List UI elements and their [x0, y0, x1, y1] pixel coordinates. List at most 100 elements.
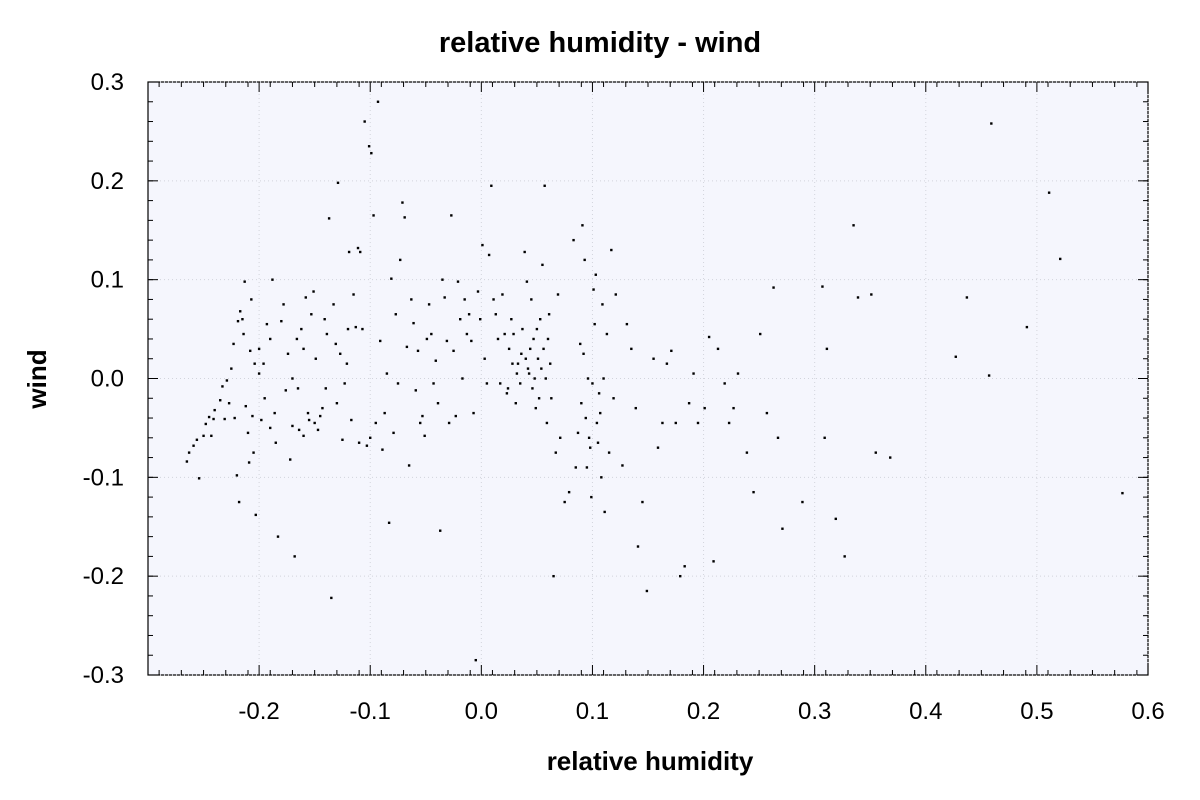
data-point	[479, 318, 482, 321]
y-axis-label: wind	[22, 349, 52, 409]
data-point	[585, 466, 589, 469]
data-point	[1059, 257, 1062, 261]
data-point	[852, 224, 855, 227]
data-point	[423, 434, 426, 438]
x-tick-label: -0.2	[238, 698, 279, 725]
data-point	[313, 421, 316, 425]
data-point	[592, 288, 595, 291]
data-point	[407, 464, 411, 467]
data-point	[324, 387, 327, 390]
data-point	[390, 277, 393, 280]
data-point	[461, 377, 464, 380]
data-point	[280, 319, 283, 323]
data-point	[282, 303, 285, 306]
data-point	[529, 347, 532, 351]
data-point	[889, 456, 892, 459]
data-point	[524, 357, 527, 360]
data-point	[316, 428, 320, 432]
data-point	[396, 382, 400, 385]
data-point	[535, 327, 539, 331]
data-point	[372, 214, 375, 217]
data-point	[291, 424, 294, 428]
data-point	[295, 337, 299, 341]
axis-ticks	[148, 81, 1149, 676]
data-point	[253, 362, 256, 365]
data-point	[257, 347, 261, 351]
data-point	[521, 327, 524, 331]
data-point	[307, 418, 311, 422]
data-point	[456, 280, 460, 283]
data-point	[405, 345, 409, 349]
data-point	[289, 458, 292, 461]
data-point	[330, 596, 333, 600]
data-point	[237, 500, 241, 504]
data-point	[503, 332, 506, 336]
data-point	[603, 510, 606, 514]
data-point	[496, 337, 500, 341]
data-point	[439, 529, 442, 532]
data-point	[514, 402, 517, 405]
data-point	[834, 517, 837, 521]
data-point	[597, 392, 601, 395]
data-point	[607, 451, 611, 454]
data-point	[703, 406, 706, 410]
data-point	[246, 431, 250, 435]
data-point	[221, 385, 224, 388]
data-point	[587, 436, 591, 439]
data-point	[539, 318, 542, 321]
data-point	[487, 253, 491, 257]
data-point	[241, 318, 244, 321]
data-point	[519, 382, 522, 385]
x-axis-tick-labels: -0.2 -0.1 0.0 0.1 0.2 0.3 0.4 0.5 0.6	[238, 698, 1164, 725]
data-point	[271, 278, 274, 281]
data-point	[312, 290, 315, 293]
data-point	[736, 372, 740, 375]
data-point	[543, 184, 546, 187]
data-point	[465, 332, 469, 336]
data-point	[821, 285, 824, 288]
data-point	[527, 372, 531, 375]
data-point	[1047, 191, 1051, 194]
data-point	[356, 246, 360, 250]
data-point	[265, 322, 269, 326]
data-point	[249, 349, 252, 353]
data-point	[591, 382, 594, 385]
data-point	[870, 293, 873, 296]
data-point	[467, 313, 471, 316]
data-point	[421, 414, 424, 418]
data-point	[523, 250, 526, 254]
data-point	[343, 382, 346, 385]
data-point	[576, 431, 580, 435]
data-point	[345, 362, 349, 365]
data-point	[244, 404, 247, 408]
data-point	[286, 352, 290, 355]
data-point	[547, 313, 551, 316]
y-tick-label: -0.3	[83, 662, 124, 689]
data-point	[474, 658, 477, 662]
data-point	[574, 466, 577, 469]
data-point	[549, 362, 552, 365]
data-point	[327, 217, 331, 220]
data-point	[512, 332, 515, 336]
data-point	[385, 372, 389, 375]
data-point	[381, 448, 384, 451]
data-point	[296, 387, 300, 390]
x-tick-label: -0.1	[350, 698, 391, 725]
data-point	[683, 565, 686, 568]
data-point	[772, 286, 775, 289]
data-point	[416, 349, 420, 353]
data-point	[204, 422, 207, 426]
data-point	[187, 451, 191, 454]
data-point	[965, 296, 969, 299]
y-tick-label: 0.2	[91, 168, 124, 195]
data-point	[430, 332, 433, 336]
data-point	[556, 293, 560, 296]
data-point	[1025, 325, 1029, 329]
data-point	[367, 145, 371, 148]
y-tick-label: 0.1	[91, 267, 124, 294]
data-point	[227, 402, 231, 405]
chart-title: relative humidity - wind	[439, 27, 761, 59]
data-point	[452, 349, 455, 353]
data-point	[586, 377, 590, 380]
data-point	[346, 327, 350, 331]
